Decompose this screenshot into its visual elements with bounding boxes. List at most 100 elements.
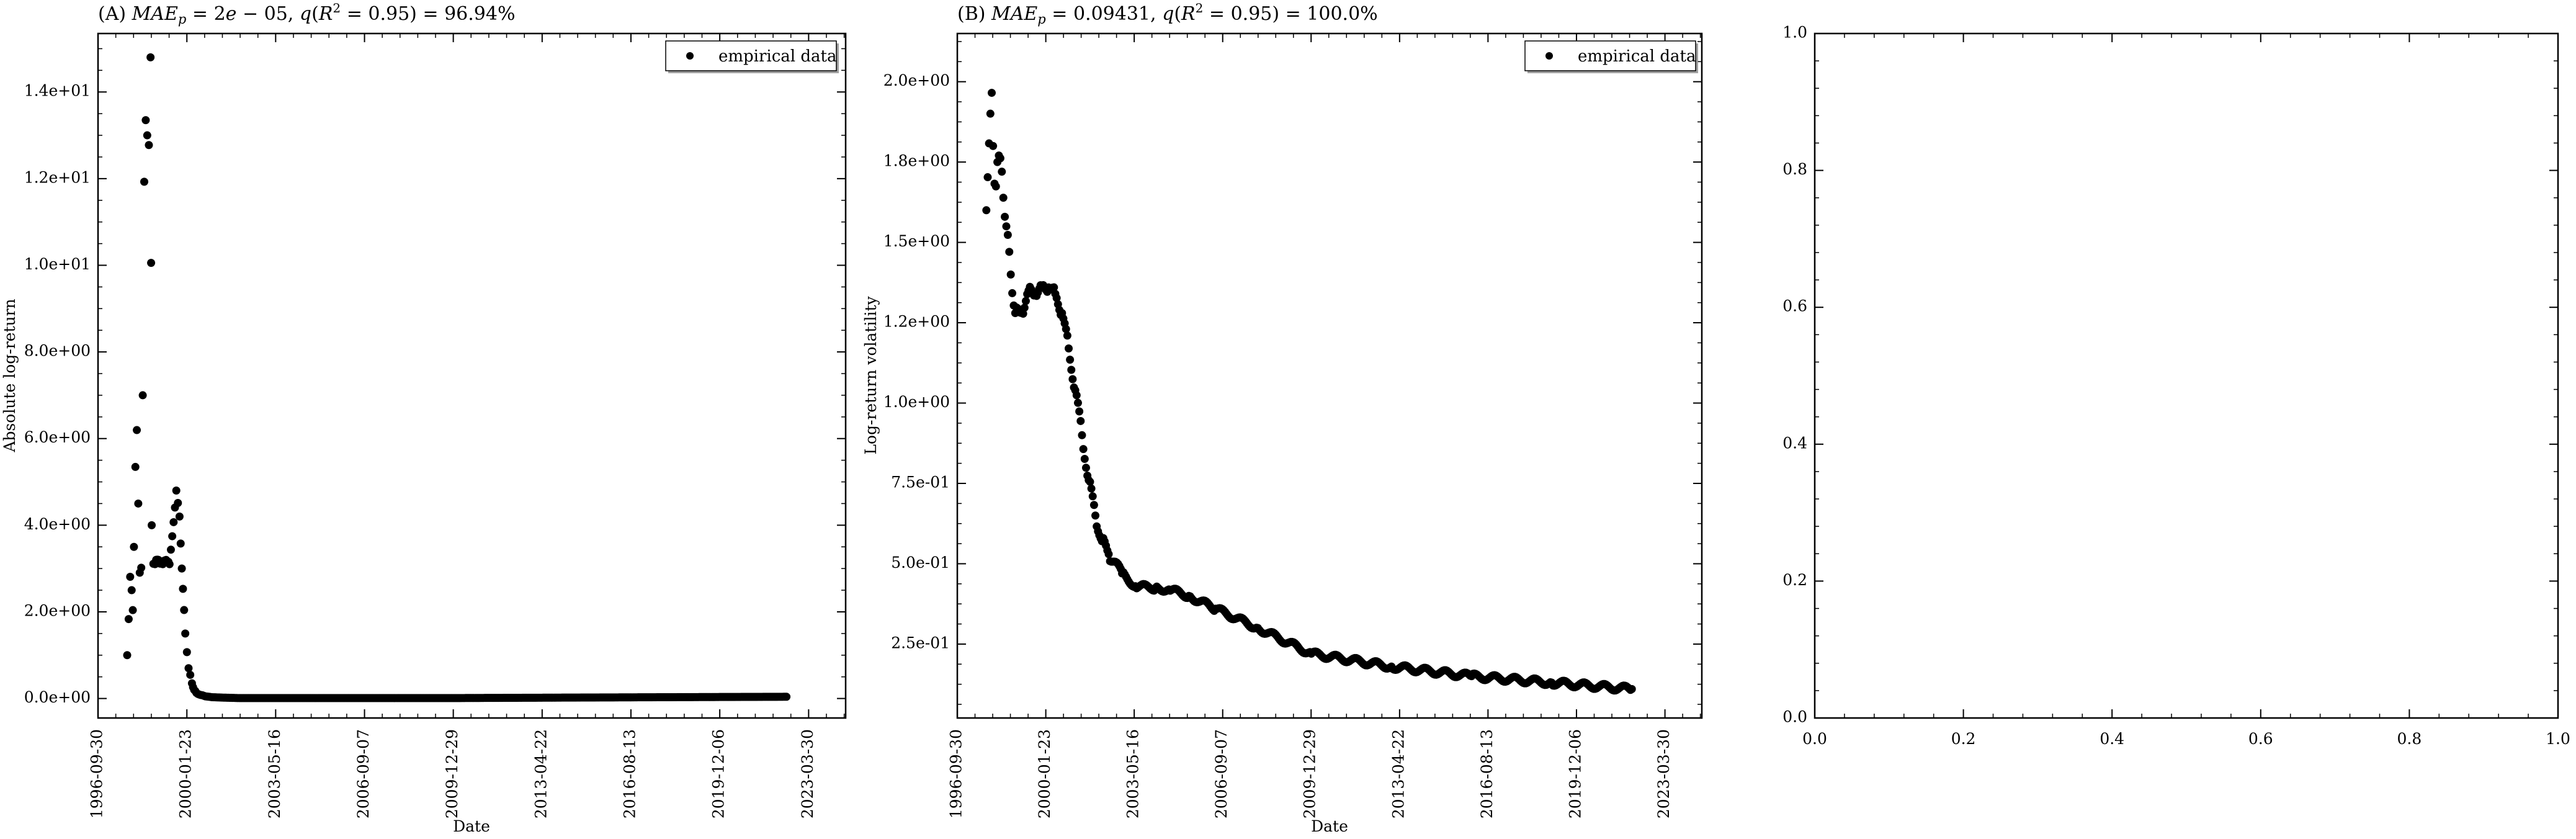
panel-c-y-tick-label: 0.4 xyxy=(1782,434,1807,452)
panel-b-series-0-point xyxy=(1079,445,1088,454)
panel-b-series-0-point xyxy=(1052,294,1061,302)
panel-b-series-0-point xyxy=(1062,325,1070,333)
panel-b-x-tick-label: 2019-12-06 xyxy=(1566,729,1584,819)
panel-b-series-0-point xyxy=(1065,344,1073,352)
panel-a-series-0-point xyxy=(177,564,186,573)
panel-a-series-0-point xyxy=(168,532,177,541)
panel-b-series-0-point xyxy=(983,173,992,182)
panel-b-x-ticks: 1996-09-30 2000-01-23 2003-05-16 2006-09-07… xyxy=(947,34,1701,819)
panel-b-series-0-point xyxy=(1021,297,1030,305)
panel-b-y-tick-label: 2.5e-01 xyxy=(891,634,950,652)
panel-a-series-0-point xyxy=(179,585,187,593)
panel-b-series-0-point xyxy=(1089,501,1098,509)
panel-a-series-0-point xyxy=(169,518,178,526)
panel-b-y-axis-label: Log-return volatility xyxy=(862,295,880,454)
panel-a-series-0-point xyxy=(127,586,136,594)
panel-b-series-0-point xyxy=(1072,391,1081,400)
panel-a-y-tick-label: 6.0e+00 xyxy=(24,428,91,446)
panel-a-series-0-point xyxy=(147,259,156,267)
panel-b-series-0-point xyxy=(1076,416,1085,425)
panel-a-x-tick-label: 2016-08-13 xyxy=(620,729,638,819)
panel-c-y-tick-label: 0.8 xyxy=(1782,160,1807,178)
panel-a-legend: empirical data xyxy=(665,40,839,73)
panel-c-x-tick-label: 1.0 xyxy=(2546,730,2570,748)
panel-b-y-ticks: 2.5e-01 5.0e-01 7.5e-01 1.0e+00 1.2e+00 1.5e+… xyxy=(883,41,1702,705)
panel-b-series-0-point xyxy=(1002,222,1011,231)
panel-b-x-tick-label: 2003-05-16 xyxy=(1124,729,1142,819)
panel-c: 0.0 0.2 0.4 0.6 0.8 1.0 0.0 0.2 0.4 0.6 0.8 1.0 xyxy=(1782,24,2570,748)
panel-a-series-0-point xyxy=(175,512,184,521)
panel-b-x-axis-label: Date xyxy=(1311,817,1348,835)
panel-a-series-0-point xyxy=(165,560,174,568)
panel-c-y-tick-label: 1.0 xyxy=(1782,24,1807,42)
panel-a-x-tick-label: 2023-03-30 xyxy=(798,729,816,819)
panel-b-y-tick-label: 5.0e-01 xyxy=(891,554,950,572)
panel-a-series-0-point xyxy=(181,629,190,638)
panel-b-x-tick-label: 2016-08-13 xyxy=(1478,729,1496,819)
panel-a-title: (A) MAEp = 2e − 05, q(R2 = 0.95) = 96.94… xyxy=(98,1,515,27)
panel-a-marks xyxy=(123,53,791,702)
panel-a-series-0-point xyxy=(166,545,175,554)
panel-a-series-0-point xyxy=(123,651,132,660)
panel-a-y-tick-label: 4.0e+00 xyxy=(24,515,91,533)
panel-b-y-tick-label: 1.2e+00 xyxy=(883,313,950,331)
panel-b-series-0-point xyxy=(1020,303,1029,312)
panel-b-series-0-point xyxy=(1086,477,1094,486)
panel-b-series-0-point xyxy=(986,109,995,118)
panel-b-y-tick-label: 1.0e+00 xyxy=(883,393,950,411)
panel-a-title-label: (A) xyxy=(98,3,132,25)
panel-b-series-0-point xyxy=(1627,684,1636,693)
panel-a-x-tick-label: 2019-12-06 xyxy=(710,729,728,819)
panel-b-series-0-point xyxy=(1005,248,1014,256)
panel-a-series-0-point xyxy=(184,664,193,673)
panel-c-y-tick-label: 0.0 xyxy=(1782,708,1807,726)
panel-b-series-0-point xyxy=(1073,398,1082,407)
panel-a-x-axis-label: Date xyxy=(453,817,490,835)
panel-c-y-tick-label: 0.6 xyxy=(1782,297,1807,315)
panel-a-series-0-point xyxy=(148,521,156,529)
panel-b-y-tick-label: 1.8e+00 xyxy=(883,152,950,170)
panel-b-series-0-point xyxy=(987,89,996,97)
panel-b-x-tick-label: 1996-09-30 xyxy=(947,729,965,819)
panel-a-series-0-point xyxy=(143,131,151,140)
panel-a-y-tick-label: 8.0e+00 xyxy=(24,342,91,360)
panel-a-series-0-point xyxy=(133,426,141,434)
panel-c-y-tick-label: 0.2 xyxy=(1782,571,1807,589)
panel-a-series-0-point xyxy=(134,499,143,508)
panel-a-series-0-point xyxy=(146,53,155,61)
panel-b-legend-marker xyxy=(1545,52,1553,60)
panel-b-series-0-point xyxy=(999,194,1008,202)
panel-b-x-tick-label: 2006-09-07 xyxy=(1212,729,1230,819)
panel-a-legend-marker xyxy=(686,52,694,60)
panel-a-x-tick-label: 2013-04-22 xyxy=(532,729,550,819)
panel-a-frame xyxy=(97,32,847,719)
panel-a-series-0-point xyxy=(176,539,185,548)
panel-a-x-tick-label: 2006-09-07 xyxy=(354,729,372,819)
panel-a-series-0-point xyxy=(130,542,138,551)
panel-b-series-0-point xyxy=(1104,550,1113,559)
panel-b-series-0-point xyxy=(989,141,998,150)
panel-a-y-tick-label: 1.0e+01 xyxy=(24,255,91,273)
panel-b-series-0-point xyxy=(1050,283,1058,292)
panel-a-series-0-point xyxy=(126,572,135,581)
panel-b-series-0-point xyxy=(1063,331,1071,340)
panel-b-marks xyxy=(982,89,1636,695)
panel-b-series-0-point xyxy=(1075,407,1084,416)
panel-b-frame xyxy=(956,32,1703,719)
panel-c-x-tick-label: 0.4 xyxy=(2100,730,2124,748)
panel-a-series-0-point xyxy=(124,615,133,624)
panel-a-series-0-point xyxy=(131,462,140,471)
panel-b-series-0-point xyxy=(1008,289,1017,297)
panel-a-x-ticks: 1996-09-30 2000-01-23 2003-05-16 2006-09-07… xyxy=(88,34,845,819)
panel-c-x-tick-label: 0.2 xyxy=(1951,730,1976,748)
panel-a-series-0-point xyxy=(141,116,150,125)
panel-a-x-tick-label: 2000-01-23 xyxy=(177,729,195,819)
panel-b-y-tick-label: 7.5e-01 xyxy=(891,473,950,491)
panel-b-series-0-point xyxy=(1006,270,1015,279)
panel-b-series-0-point xyxy=(998,168,1006,176)
panel-a-series-0-point xyxy=(180,606,189,614)
panel-c-x-ticks: 0.0 0.2 0.4 0.6 0.8 1.0 xyxy=(1802,34,2570,748)
panel-b: (B) MAEp = 0.09431, q(R2 = 0.95) = 100.0… xyxy=(862,1,1703,835)
panel-b-x-tick-label: 2013-04-22 xyxy=(1389,729,1407,819)
panel-b-legend-box xyxy=(1524,40,1696,71)
